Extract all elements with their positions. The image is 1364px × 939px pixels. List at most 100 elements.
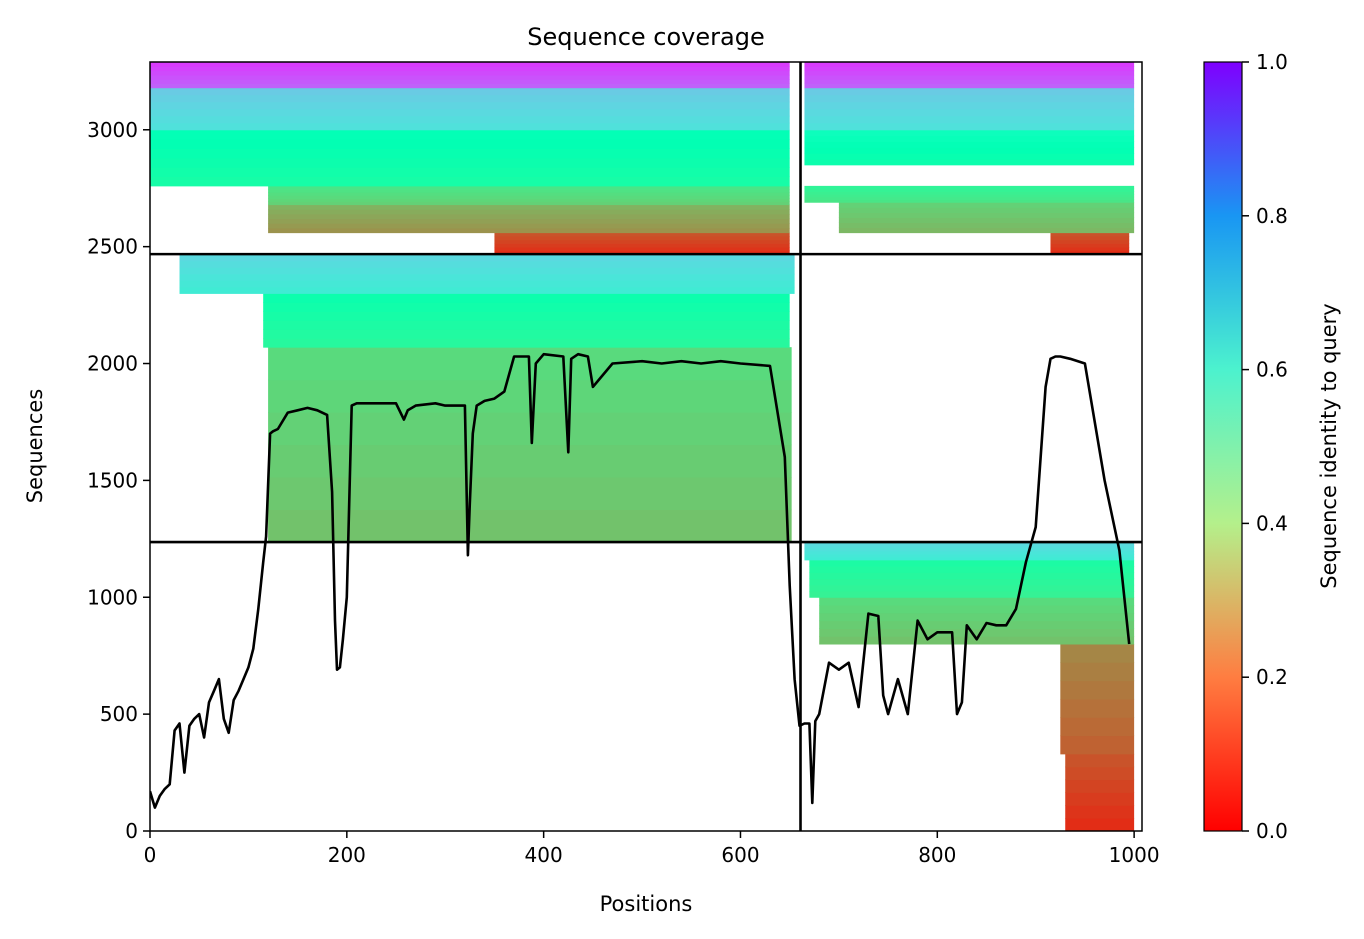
identity-band (1065, 805, 1135, 819)
identity-band (268, 185, 790, 190)
identity-band (1050, 250, 1130, 255)
y-axis-ticks: 0 500 1000 1500 2000 2500 3000 (87, 118, 150, 843)
identity-band (804, 70, 1135, 76)
identity-band (268, 198, 790, 202)
identity-band (804, 153, 1135, 160)
identity-band (268, 223, 790, 229)
block-1 (179, 254, 795, 543)
y-tick-label: 1000 (87, 585, 138, 609)
identity-band (150, 129, 790, 140)
identity-band (179, 260, 795, 268)
colorbar-tick-label: 0.6 (1256, 358, 1288, 382)
identity-band (1050, 246, 1130, 252)
identity-band (804, 196, 1135, 201)
block-3 (804, 62, 1135, 255)
x-tick-label: 0 (144, 843, 157, 867)
identity-band (150, 139, 790, 149)
identity-band (1060, 717, 1135, 737)
colorbar-ticks: 0.0 0.2 0.4 0.6 0.8 1.0 (1242, 50, 1288, 843)
y-tick-label: 2500 (87, 235, 138, 259)
x-axis-ticks: 0 200 400 600 800 1000 (144, 831, 1160, 867)
identity-band (809, 584, 1135, 592)
identity-band (150, 157, 790, 168)
identity-band (838, 227, 1135, 234)
identity-band (150, 83, 790, 89)
identity-band (804, 556, 1135, 561)
identity-band (268, 444, 792, 478)
identity-band (263, 338, 790, 348)
identity-band (804, 185, 1135, 190)
identity-band (1050, 243, 1130, 248)
identity-band (268, 195, 790, 199)
identity-band (804, 545, 1135, 549)
plot-frame (149, 61, 1143, 832)
identity-band (494, 232, 790, 237)
identity-band (263, 293, 790, 303)
x-tick-label: 800 (918, 843, 956, 867)
identity-band (1065, 818, 1135, 831)
identity-band (804, 129, 1135, 137)
identity-band (819, 597, 1135, 606)
chain-boundary-lines (150, 62, 1142, 831)
identity-band (150, 87, 790, 96)
identity-band (804, 122, 1135, 131)
identity-band (268, 201, 790, 206)
colorbar-gradient (1203, 61, 1243, 832)
identity-band (1060, 680, 1135, 700)
identity-band (150, 167, 790, 178)
identity-band (179, 267, 795, 275)
identity-band (804, 79, 1135, 84)
colorbar-tick-label: 0.8 (1256, 204, 1288, 228)
identity-band (804, 66, 1135, 72)
y-tick-label: 1500 (87, 468, 138, 492)
identity-band (804, 62, 1135, 67)
identity-band (150, 79, 790, 84)
x-tick-label: 600 (721, 843, 759, 867)
identity-band (1060, 644, 1135, 663)
identity-band (809, 559, 1135, 567)
identity-band (150, 148, 790, 159)
identity-band (809, 591, 1135, 598)
colorbar-tick-label: 0.4 (1256, 511, 1288, 535)
identity-band (804, 542, 1135, 546)
identity-band (179, 273, 795, 281)
identity-band (150, 176, 790, 187)
colorbar-tick-label: 0.0 (1256, 819, 1288, 843)
identity-band (150, 115, 790, 124)
identity-band (809, 566, 1135, 573)
identity-band (268, 204, 790, 210)
identity-band (804, 74, 1135, 80)
identity-band (809, 572, 1135, 580)
identity-band (804, 115, 1135, 124)
identity-band (268, 509, 792, 543)
identity-band (263, 311, 790, 321)
identity-band (804, 159, 1135, 166)
identity-band (1065, 753, 1135, 768)
heatmap-layer (150, 62, 1135, 831)
identity-band (150, 94, 790, 103)
identity-band (838, 207, 1135, 213)
x-tick-label: 200 (328, 843, 366, 867)
identity-band (804, 188, 1135, 192)
identity-band (838, 217, 1135, 224)
identity-band (150, 66, 790, 72)
identity-band (804, 108, 1135, 117)
colorbar-label: Sequence identity to query (1317, 303, 1341, 588)
identity-band (838, 222, 1135, 229)
y-tick-label: 2000 (87, 352, 138, 376)
identity-band (263, 302, 790, 312)
identity-band (804, 553, 1135, 558)
identity-band (1050, 239, 1130, 244)
identity-band (819, 620, 1135, 629)
identity-band (819, 612, 1135, 622)
identity-band (804, 548, 1135, 552)
identity-band (179, 254, 795, 262)
chart-title: Sequence coverage (527, 23, 764, 51)
identity-band (804, 83, 1135, 89)
identity-band (804, 550, 1135, 555)
identity-band (804, 194, 1135, 198)
identity-band (263, 320, 790, 330)
identity-band (1060, 698, 1135, 718)
colorbar: 0.0 0.2 0.4 0.6 0.8 1.0 Sequence identity to … (1203, 50, 1341, 843)
